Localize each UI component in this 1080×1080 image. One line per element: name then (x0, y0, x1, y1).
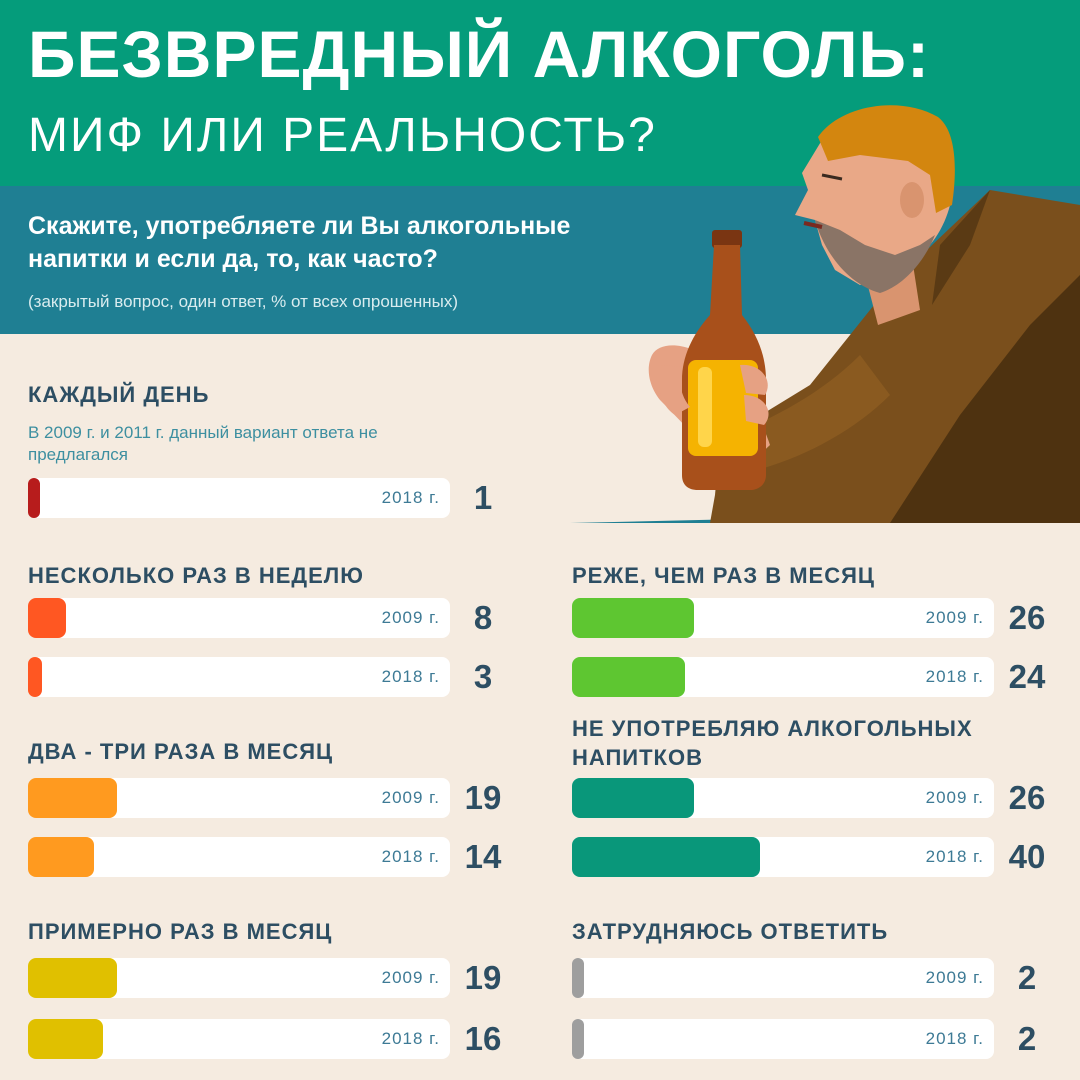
bar (28, 837, 94, 877)
bar-value-label: 19 (464, 959, 502, 996)
bar (28, 598, 66, 638)
bar-track: 2009 г. (572, 958, 994, 998)
bar (572, 598, 695, 638)
bar (572, 778, 695, 818)
bar-year-label: 2009 г. (925, 788, 984, 807)
category-label: НЕ УПОТРЕБЛЯЮ АЛКОГОЛЬНЫХ НАПИТКОВ (572, 716, 973, 770)
bar-track: 2018 г. (572, 837, 994, 877)
question-text: Скажите, употребляете ли Вы алкогольные … (28, 212, 571, 273)
bar-year-label: 2018 г. (925, 847, 984, 866)
bar (572, 837, 760, 877)
bar (28, 478, 40, 518)
bar-value-label: 2 (1017, 959, 1037, 996)
bar-year-label: 2018 г. (381, 667, 440, 686)
bar-track: 2018 г. (28, 478, 450, 518)
bar-value-label: 16 (464, 1020, 502, 1057)
bar-year-label: 2018 г. (925, 1029, 984, 1048)
category-label: ПРИМЕРНО РАЗ В МЕСЯЦ (28, 919, 333, 944)
page-title: БЕЗВРЕДНЫЙ АЛКОГОЛЬ: (28, 17, 930, 91)
category-label: ЗАТРУДНЯЮСЬ ОТВЕТИТЬ (572, 919, 889, 944)
bar (572, 657, 685, 697)
bar-year-label: 2018 г. (381, 488, 440, 507)
bar-track: 2009 г. (28, 598, 450, 638)
bar-value-label: 2 (1017, 1020, 1037, 1057)
bar-value-label: 24 (1008, 658, 1046, 695)
bar-value-label: 8 (473, 599, 493, 636)
question-note: (закрытый вопрос, один ответ, % от всех … (28, 292, 459, 311)
category-note: В 2009 г. и 2011 г. данный вариант ответ… (28, 423, 378, 464)
bar (28, 1019, 104, 1059)
bar-year-label: 2018 г. (925, 667, 984, 686)
bar-value-label: 26 (1008, 779, 1046, 816)
bar (572, 958, 584, 998)
bar-year-label: 2009 г. (381, 968, 440, 987)
bar-year-label: 2018 г. (381, 847, 440, 866)
bar-track: 2009 г. (572, 778, 994, 818)
bar-track: 2009 г. (28, 778, 450, 818)
bar-value-label: 14 (464, 838, 502, 875)
man-with-bottle-illustration (570, 105, 1080, 523)
bar-track: 2009 г. (572, 598, 994, 638)
bar-track: 2018 г. (572, 1019, 994, 1059)
bar-track: 2018 г. (28, 657, 450, 697)
bar-year-label: 2018 г. (381, 1029, 440, 1048)
bar-track: 2018 г. (28, 1019, 450, 1059)
bar-track: 2009 г. (28, 958, 450, 998)
bar (28, 778, 118, 818)
bar-value-label: 26 (1008, 599, 1046, 636)
page-subtitle: МИФ ИЛИ РЕАЛЬНОСТЬ? (28, 109, 657, 162)
bar (572, 1019, 584, 1059)
bar-year-label: 2009 г. (381, 608, 440, 627)
bar-year-label: 2009 г. (925, 968, 984, 987)
bar (28, 657, 43, 697)
bar-value-label: 40 (1008, 838, 1046, 875)
category-label: НЕСКОЛЬКО РАЗ В НЕДЕЛЮ (28, 563, 364, 588)
bar-value-label: 1 (473, 479, 493, 516)
bar-year-label: 2009 г. (381, 788, 440, 807)
bar-value-label: 19 (464, 779, 502, 816)
category-label: КАЖДЫЙ ДЕНЬ (28, 382, 210, 407)
bar-track: 2018 г. (28, 837, 450, 877)
bar-year-label: 2009 г. (925, 608, 984, 627)
bar-track: 2018 г. (572, 657, 994, 697)
category-label: РЕЖЕ, ЧЕМ РАЗ В МЕСЯЦ (572, 563, 875, 588)
bar-value-label: 3 (473, 658, 493, 695)
category-label: ДВА - ТРИ РАЗА В МЕСЯЦ (28, 739, 334, 764)
bar (28, 958, 118, 998)
